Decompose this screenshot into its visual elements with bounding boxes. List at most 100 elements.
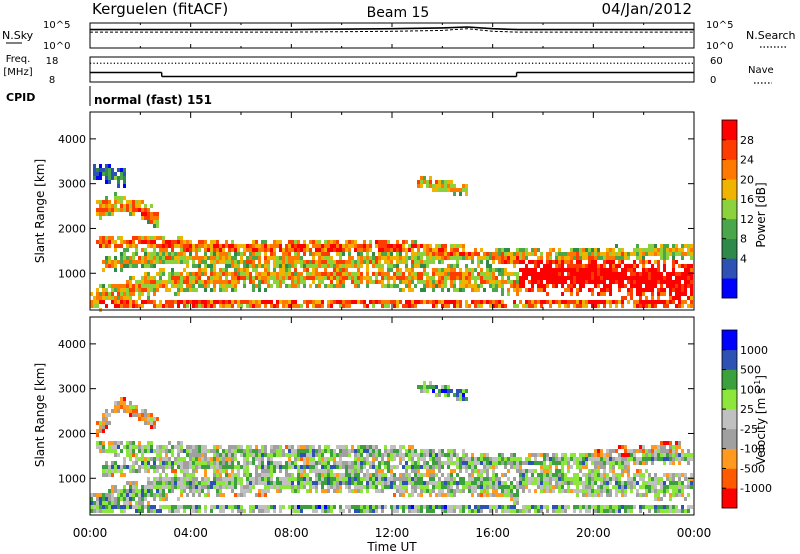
velocity-cell bbox=[225, 469, 228, 473]
power-cell bbox=[252, 280, 255, 284]
velocity-cell bbox=[612, 485, 615, 489]
velocity-cell bbox=[480, 473, 483, 477]
velocity-cell bbox=[129, 445, 132, 449]
power-cell bbox=[135, 252, 138, 256]
velocity-cell bbox=[261, 461, 264, 465]
velocity-cell bbox=[138, 465, 141, 469]
velocity-cell bbox=[543, 477, 546, 481]
velocity-cell bbox=[468, 481, 471, 485]
power-cell bbox=[519, 276, 522, 280]
power-cell bbox=[474, 284, 477, 288]
power-cell bbox=[147, 272, 150, 276]
velocity-cell bbox=[234, 481, 237, 485]
power-cell bbox=[642, 300, 645, 304]
velocity-cell bbox=[228, 477, 231, 481]
power-cell bbox=[447, 268, 450, 272]
power-cell bbox=[528, 268, 531, 272]
power-cell bbox=[300, 276, 303, 280]
velocity-cell bbox=[339, 489, 342, 493]
velocity-cell bbox=[390, 465, 393, 469]
power-cell bbox=[141, 276, 144, 280]
power-cell bbox=[141, 216, 144, 220]
velocity-cell bbox=[147, 477, 150, 481]
velocity-cell bbox=[255, 449, 258, 453]
power-cell bbox=[648, 252, 651, 256]
velocity-cell bbox=[450, 469, 453, 473]
power-cell bbox=[654, 304, 657, 308]
power-cell bbox=[681, 288, 684, 292]
velocity-cell bbox=[306, 465, 309, 469]
power-cell bbox=[570, 264, 573, 268]
power-cell bbox=[171, 304, 174, 308]
power-cell bbox=[171, 272, 174, 276]
velocity-cell bbox=[582, 485, 585, 489]
power-cell bbox=[483, 288, 486, 292]
power-cell bbox=[147, 216, 150, 220]
velocity-cell bbox=[537, 485, 540, 489]
velocity-cell bbox=[267, 453, 270, 457]
power-cell bbox=[147, 276, 150, 280]
velocity-cell bbox=[192, 453, 195, 457]
velocity-cell bbox=[558, 473, 561, 477]
power-cell bbox=[324, 252, 327, 256]
power-cell bbox=[138, 280, 141, 284]
velocity-cell bbox=[390, 485, 393, 489]
power-cell bbox=[459, 244, 462, 248]
velocity-cell bbox=[330, 453, 333, 457]
velocity-cell bbox=[165, 449, 168, 453]
velocity-cell bbox=[504, 485, 507, 489]
velocity-cell bbox=[477, 485, 480, 489]
power-cell bbox=[291, 276, 294, 280]
power-cell bbox=[612, 280, 615, 284]
power-cell bbox=[417, 180, 420, 184]
velocity-cell bbox=[357, 445, 360, 449]
velocity-cell bbox=[138, 413, 141, 417]
power-cell bbox=[549, 272, 552, 276]
power-cell bbox=[420, 288, 423, 292]
power-cell bbox=[534, 260, 537, 264]
velocity-cell bbox=[159, 493, 162, 497]
power-cell bbox=[411, 300, 414, 304]
velocity-cell bbox=[210, 461, 213, 465]
power-cell bbox=[243, 272, 246, 276]
time-tick-label: 08:00 bbox=[274, 526, 309, 540]
velocity-cell bbox=[303, 457, 306, 461]
power-cell bbox=[546, 284, 549, 288]
power-cell bbox=[105, 212, 108, 216]
power-cell bbox=[573, 248, 576, 252]
velocity-cell bbox=[546, 465, 549, 469]
power-cell bbox=[225, 256, 228, 260]
power-cell bbox=[312, 304, 315, 308]
power-cell bbox=[609, 272, 612, 276]
velocity-cell bbox=[510, 465, 513, 469]
velocity-cell bbox=[294, 485, 297, 489]
power-cell bbox=[252, 268, 255, 272]
power-cell bbox=[633, 264, 636, 268]
velocity-cell bbox=[336, 473, 339, 477]
velocity-cell bbox=[378, 473, 381, 477]
velocity-cell bbox=[585, 493, 588, 497]
velocity-cell bbox=[363, 465, 366, 469]
velocity-cell bbox=[231, 485, 234, 489]
power-cell bbox=[102, 288, 105, 292]
power-cell bbox=[114, 256, 117, 260]
power-cell bbox=[552, 248, 555, 252]
power-cell bbox=[234, 252, 237, 256]
velocity-cell bbox=[105, 425, 108, 429]
velocity-cell bbox=[249, 509, 252, 513]
power-cell bbox=[315, 304, 318, 308]
power-cell bbox=[576, 252, 579, 256]
power-cell bbox=[390, 268, 393, 272]
velocity-cell bbox=[261, 489, 264, 493]
velocity-cell bbox=[351, 445, 354, 449]
power-cell bbox=[258, 288, 261, 292]
noise-left-tick-bottom: 10^0 bbox=[43, 41, 70, 52]
power-cell bbox=[387, 264, 390, 268]
velocity-cell bbox=[462, 509, 465, 513]
power-cell bbox=[513, 284, 516, 288]
velocity-cell bbox=[447, 473, 450, 477]
velocity-cell bbox=[279, 477, 282, 481]
power-cell bbox=[288, 248, 291, 252]
noise-right-tick-bottom: 10^0 bbox=[706, 41, 733, 52]
velocity-cell bbox=[174, 461, 177, 465]
